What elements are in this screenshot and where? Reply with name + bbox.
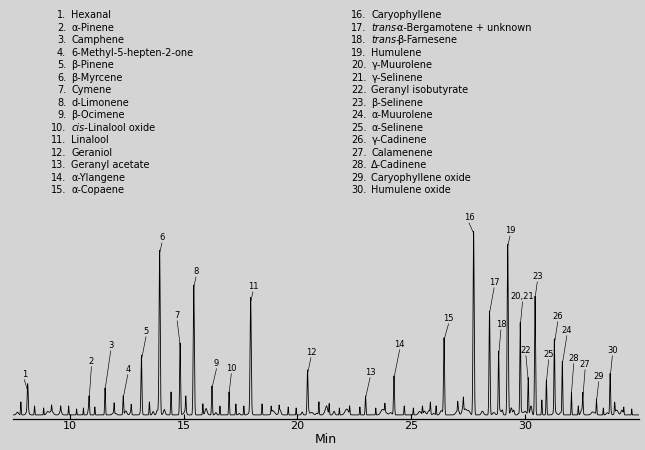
Text: 23.: 23. [351, 98, 366, 108]
Text: 11: 11 [248, 282, 258, 291]
Text: trans-: trans- [372, 23, 400, 33]
Text: 26.: 26. [351, 135, 366, 145]
X-axis label: Min: Min [315, 432, 337, 446]
Text: 7: 7 [175, 310, 180, 320]
Text: α-Ylangene: α-Ylangene [71, 173, 125, 183]
Text: 19.: 19. [351, 48, 366, 58]
Text: Calamenene: Calamenene [372, 148, 433, 158]
Text: Cymene: Cymene [71, 86, 112, 95]
Text: Humulene oxide: Humulene oxide [372, 185, 451, 195]
Text: α-Selinene: α-Selinene [372, 123, 423, 133]
Text: α-Copaene: α-Copaene [71, 185, 124, 195]
Text: β-Pinene: β-Pinene [71, 60, 114, 70]
Text: 29.: 29. [351, 173, 366, 183]
Text: 6.: 6. [57, 73, 66, 83]
Text: α-Muurolene: α-Muurolene [372, 110, 433, 120]
Text: 30.: 30. [351, 185, 366, 195]
Text: γ-Muurolene: γ-Muurolene [372, 60, 432, 70]
Text: Geranyl isobutyrate: Geranyl isobutyrate [372, 86, 468, 95]
Text: Δ-Cadinene: Δ-Cadinene [372, 161, 428, 171]
Text: Geranyl acetate: Geranyl acetate [71, 161, 150, 171]
Text: Linalool oxide: Linalool oxide [88, 123, 155, 133]
Text: 16: 16 [464, 213, 474, 222]
Text: 15.: 15. [51, 185, 66, 195]
Text: 2: 2 [89, 356, 94, 365]
Text: 22.: 22. [351, 86, 366, 95]
Text: 29: 29 [593, 372, 604, 381]
Text: 3: 3 [108, 341, 114, 350]
Text: 23: 23 [532, 272, 542, 281]
Text: 12.: 12. [51, 148, 66, 158]
Text: Hexanal: Hexanal [71, 10, 111, 20]
Text: 7.: 7. [57, 86, 66, 95]
Text: 13.: 13. [51, 161, 66, 171]
Text: Humulene: Humulene [372, 48, 422, 58]
Text: 2.: 2. [57, 23, 66, 33]
Text: cis-: cis- [71, 123, 88, 133]
Text: 3.: 3. [57, 35, 66, 45]
Text: 30: 30 [607, 346, 618, 355]
Text: 5.: 5. [57, 60, 66, 70]
Text: 14: 14 [394, 340, 405, 349]
Text: 27.: 27. [351, 148, 366, 158]
Text: β-Ocimene: β-Ocimene [71, 110, 124, 120]
Text: 28.: 28. [351, 161, 366, 171]
Text: trans-: trans- [372, 35, 400, 45]
Text: α-Bergamotene + unknown: α-Bergamotene + unknown [397, 23, 531, 33]
Text: 19: 19 [505, 226, 515, 235]
Text: 26: 26 [553, 312, 563, 321]
Text: 6: 6 [159, 233, 164, 242]
Text: 22: 22 [521, 346, 531, 355]
Text: Linalool: Linalool [71, 135, 109, 145]
Text: 14.: 14. [51, 173, 66, 183]
Text: 17: 17 [489, 278, 499, 287]
Text: 17.: 17. [351, 23, 366, 33]
Text: 27: 27 [580, 360, 590, 369]
Text: 11.: 11. [51, 135, 66, 145]
Text: 25: 25 [544, 350, 554, 359]
Text: 16.: 16. [351, 10, 366, 20]
Text: 1: 1 [22, 369, 27, 378]
Text: 13: 13 [365, 368, 375, 377]
Text: 6-Methyl-5-hepten-2-one: 6-Methyl-5-hepten-2-one [71, 48, 194, 58]
Text: 24: 24 [562, 326, 572, 335]
Text: γ-Selinene: γ-Selinene [372, 73, 423, 83]
Text: 4: 4 [125, 364, 130, 373]
Text: Geraniol: Geraniol [71, 148, 112, 158]
Text: γ-Cadinene: γ-Cadinene [372, 135, 427, 145]
Text: 28: 28 [568, 354, 579, 363]
Text: d-Limonene: d-Limonene [71, 98, 129, 108]
Text: 1.: 1. [57, 10, 66, 20]
Text: β-Myrcene: β-Myrcene [71, 73, 123, 83]
Text: 24.: 24. [351, 110, 366, 120]
Text: 18: 18 [495, 320, 506, 328]
Text: 8: 8 [194, 267, 199, 276]
Text: 4.: 4. [57, 48, 66, 58]
Text: 15: 15 [443, 314, 454, 323]
Text: 12: 12 [306, 348, 316, 357]
Text: β-Selinene: β-Selinene [372, 98, 423, 108]
Text: Caryophyllene oxide: Caryophyllene oxide [372, 173, 471, 183]
Text: 21.: 21. [351, 73, 366, 83]
Text: β-Farnesene: β-Farnesene [397, 35, 457, 45]
Text: 9.: 9. [57, 110, 66, 120]
Text: 9: 9 [214, 359, 219, 368]
Text: Camphene: Camphene [71, 35, 124, 45]
Text: 10.: 10. [51, 123, 66, 133]
Text: 10: 10 [226, 364, 237, 373]
Text: 20.: 20. [351, 60, 366, 70]
Text: 18.: 18. [351, 35, 366, 45]
Text: 25.: 25. [351, 123, 366, 133]
Text: α-Pinene: α-Pinene [71, 23, 114, 33]
Text: 5: 5 [143, 327, 148, 336]
Text: 20,21: 20,21 [511, 292, 534, 301]
Text: 8.: 8. [57, 98, 66, 108]
Text: Caryophyllene: Caryophyllene [372, 10, 442, 20]
